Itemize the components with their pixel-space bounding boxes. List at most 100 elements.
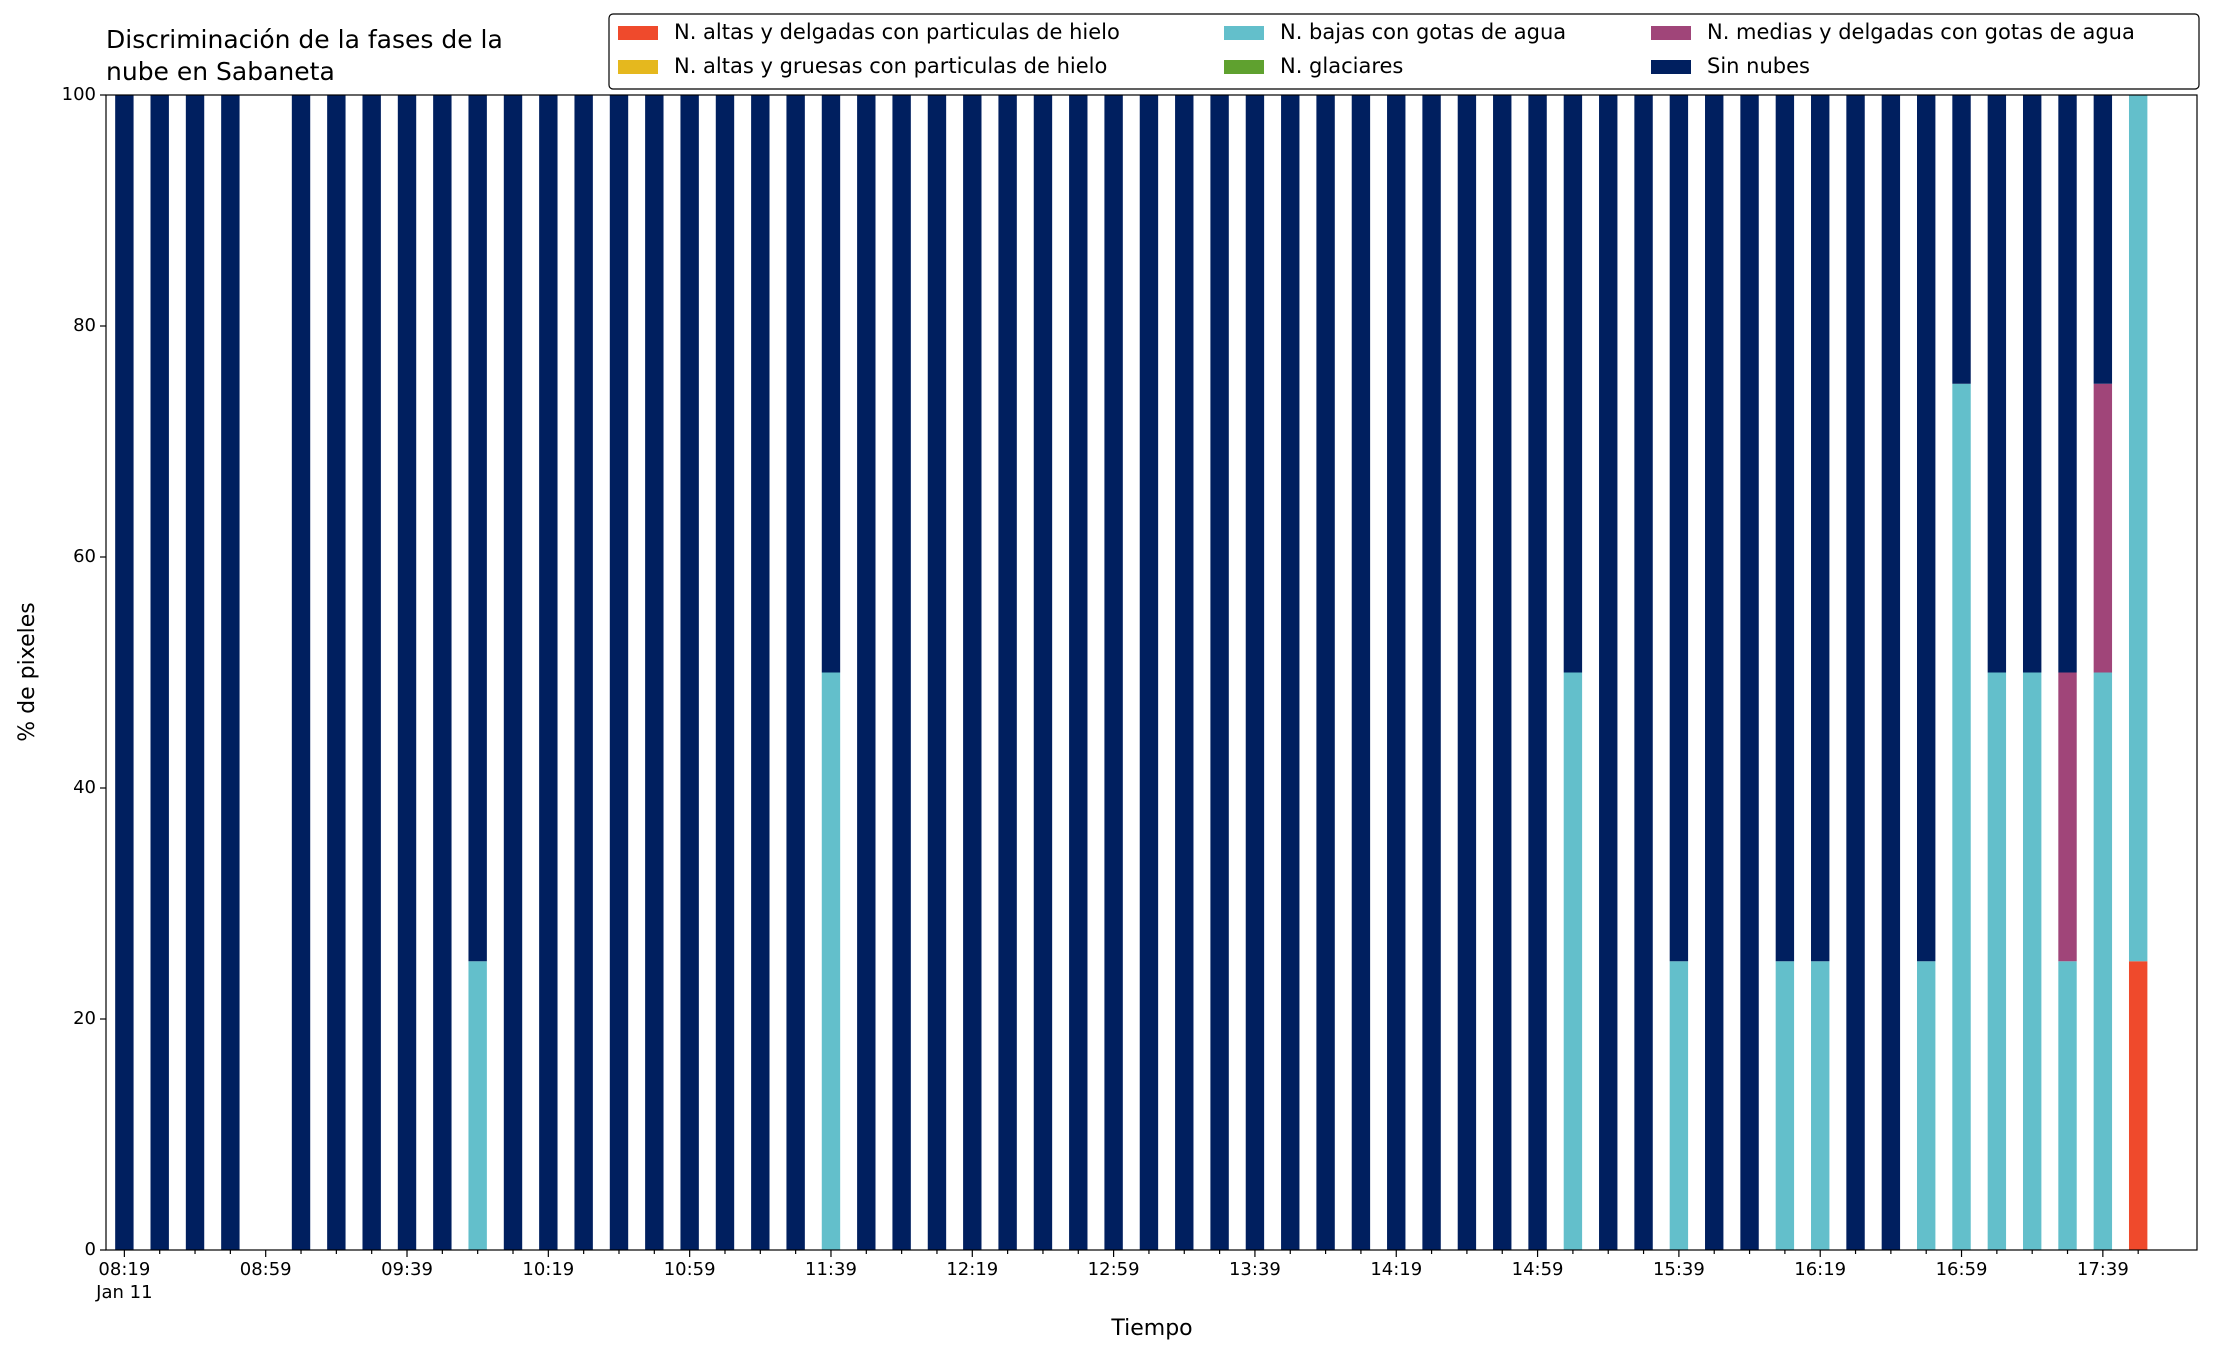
bar-segment xyxy=(715,95,735,1250)
bar-segment xyxy=(2058,961,2077,1250)
bar-segment xyxy=(115,95,134,1250)
bar-segment xyxy=(857,95,876,1250)
bar-segment xyxy=(397,95,417,1250)
legend-swatch xyxy=(618,26,658,40)
bar-segment xyxy=(963,95,982,1250)
bar-segment xyxy=(1917,961,1936,1250)
bar-segment xyxy=(2093,672,2113,1250)
bar-segment xyxy=(1634,95,1653,1250)
bar-segment xyxy=(645,95,664,1250)
y-axis-label: % de pixeles xyxy=(15,602,40,741)
bar-segment xyxy=(927,95,947,1250)
legend-swatch xyxy=(1224,60,1264,74)
legend-label: N. bajas con gotas de agua xyxy=(1280,20,1566,44)
bar-segment xyxy=(998,95,1017,1250)
bar-segment xyxy=(1069,95,1088,1250)
bar-segment xyxy=(1811,95,1830,962)
legend-swatch xyxy=(1224,26,1264,40)
bar-segment xyxy=(1210,95,1229,1250)
bar-segment xyxy=(539,95,558,1250)
x-date-label: Jan 11 xyxy=(95,1282,152,1303)
bar-segment xyxy=(2093,95,2113,384)
legend-label: N. medias y delgadas con gotas de agua xyxy=(1707,20,2135,44)
x-tick-label: 16:59 xyxy=(1936,1259,1988,1280)
bar-segment xyxy=(2058,672,2077,962)
x-tick-label: 10:19 xyxy=(522,1259,574,1280)
y-tick-label: 40 xyxy=(73,777,96,798)
bar-segment xyxy=(150,95,169,1250)
bar-segment xyxy=(1139,95,1159,1250)
bar-segment xyxy=(433,95,452,1250)
bar-segment xyxy=(1387,95,1406,1250)
x-tick-label: 17:39 xyxy=(2077,1259,2129,1280)
bar-segment xyxy=(1422,95,1441,1250)
y-tick-label: 60 xyxy=(73,546,96,567)
bar-segment xyxy=(2128,961,2148,1250)
x-tick-label: 11:39 xyxy=(805,1259,857,1280)
bar-segment xyxy=(503,95,523,1250)
bar-segment xyxy=(2093,383,2113,673)
bar-segment xyxy=(786,95,805,1250)
bar-segment xyxy=(2022,95,2042,673)
bar-segment xyxy=(821,95,841,673)
bar-segment xyxy=(468,961,487,1250)
bar-segment xyxy=(1669,961,1689,1250)
bar-segment xyxy=(1599,95,1618,1250)
bar-segment xyxy=(1775,961,1795,1250)
x-tick-label: 13:39 xyxy=(1229,1259,1281,1280)
x-tick-label: 15:39 xyxy=(1653,1259,1705,1280)
bar-segment xyxy=(221,95,240,1250)
x-tick-label: 09:39 xyxy=(381,1259,433,1280)
legend-label: N. glaciares xyxy=(1280,54,1403,78)
legend-label: N. altas y delgadas con particulas de hi… xyxy=(674,20,1120,44)
bar-segment xyxy=(1175,95,1194,1250)
bar-segment xyxy=(574,95,593,1250)
bar-segment xyxy=(1281,95,1300,1250)
bar-segment xyxy=(1563,95,1583,673)
bar-segment xyxy=(1563,672,1583,1250)
legend-label: Sin nubes xyxy=(1707,54,1810,78)
bar-segment xyxy=(1316,95,1335,1250)
y-tick-label: 0 xyxy=(85,1239,96,1260)
bar-segment xyxy=(1033,95,1053,1250)
bar-segment xyxy=(1775,95,1795,962)
x-tick-label: 12:59 xyxy=(1088,1259,1140,1280)
chart-title: Discriminación de la fases de la nube en … xyxy=(106,25,503,86)
title-line: nube en Sabaneta xyxy=(106,57,335,86)
x-tick-label: 10:59 xyxy=(664,1259,716,1280)
bar-segment xyxy=(751,95,770,1250)
bar-segment xyxy=(291,95,311,1250)
legend-label: N. altas y gruesas con particulas de hie… xyxy=(674,54,1107,78)
bar-segment xyxy=(1351,95,1371,1250)
bar-segment xyxy=(2128,95,2148,962)
plot-frame xyxy=(105,94,2198,1251)
bar-segment xyxy=(1705,95,1724,1250)
y-tick-label: 100 xyxy=(62,84,96,105)
bar-segment xyxy=(1740,95,1759,1250)
bar-segment xyxy=(1245,95,1265,1250)
bar-segment xyxy=(2022,672,2042,1250)
bar-segment xyxy=(1952,383,1971,1250)
bar-segment xyxy=(185,95,205,1250)
x-tick-label: 14:59 xyxy=(1512,1259,1564,1280)
bar-segment xyxy=(327,95,346,1250)
bar-segment xyxy=(2058,95,2077,673)
bar-segment xyxy=(1917,95,1936,962)
bar-segment xyxy=(821,672,841,1250)
bar-segment xyxy=(1881,95,1901,1250)
bar-segment xyxy=(468,95,487,962)
bar-segment xyxy=(1987,672,2007,1250)
bar-segment xyxy=(1952,95,1971,384)
bar-segment xyxy=(1493,95,1512,1250)
title-line: Discriminación de la fases de la xyxy=(106,25,503,54)
legend-swatch xyxy=(1651,26,1691,40)
bar-segment xyxy=(1987,95,2007,673)
bar-segment xyxy=(1811,961,1830,1250)
bar-segment xyxy=(1528,95,1547,1250)
x-tick-label: 14:19 xyxy=(1370,1259,1422,1280)
bar-segment xyxy=(1669,95,1689,962)
x-tick-label: 16:19 xyxy=(1794,1259,1846,1280)
bar-segment xyxy=(362,95,381,1250)
bar-segment xyxy=(1104,95,1123,1250)
bar-segment xyxy=(1846,95,1865,1250)
